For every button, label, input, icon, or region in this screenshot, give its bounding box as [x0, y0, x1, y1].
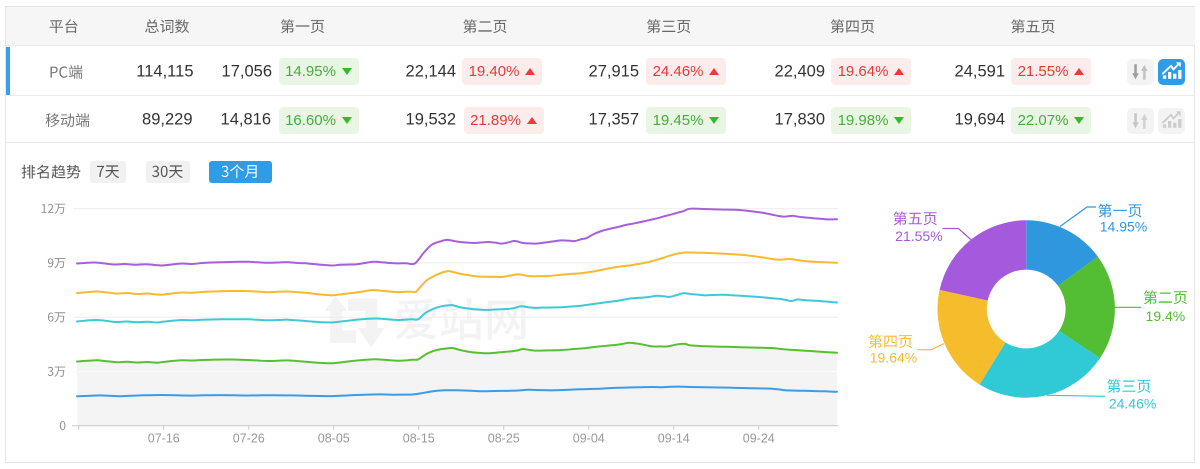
svg-text:14.95%: 14.95%: [1100, 219, 1147, 235]
svg-text:24.46%: 24.46%: [1109, 395, 1156, 411]
svg-text:07-16: 07-16: [148, 432, 180, 446]
svg-text:08-05: 08-05: [318, 432, 350, 446]
svg-text:21.55%: 21.55%: [895, 228, 942, 244]
svg-text:19.4%: 19.4%: [1146, 308, 1186, 324]
svg-text:09-04: 09-04: [573, 432, 605, 446]
svg-text:07-26: 07-26: [233, 432, 265, 446]
svg-text:09-14: 09-14: [658, 432, 690, 446]
svg-text:08-15: 08-15: [403, 432, 435, 446]
svg-text:08-25: 08-25: [488, 432, 520, 446]
svg-text:09-24: 09-24: [743, 432, 775, 446]
svg-text:19.64%: 19.64%: [870, 350, 917, 366]
